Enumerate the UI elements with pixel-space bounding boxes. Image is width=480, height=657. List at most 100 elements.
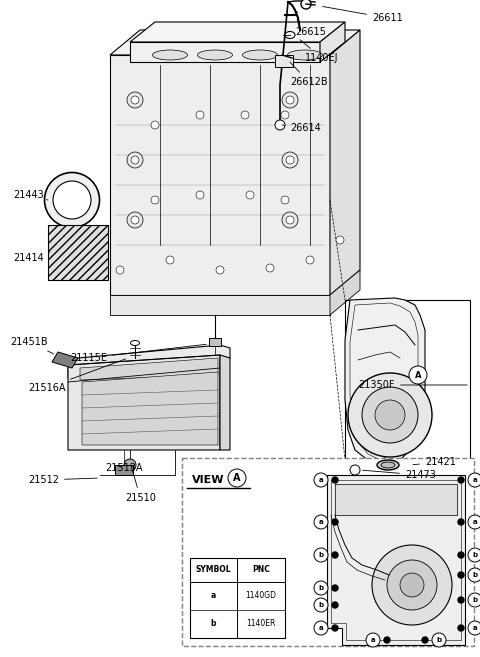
Circle shape xyxy=(350,465,360,475)
Circle shape xyxy=(432,633,446,647)
Polygon shape xyxy=(110,30,360,55)
Circle shape xyxy=(468,593,480,607)
Text: 21443: 21443 xyxy=(13,190,48,200)
Text: PNC: PNC xyxy=(252,566,270,574)
Circle shape xyxy=(286,96,294,104)
Circle shape xyxy=(196,111,204,119)
Polygon shape xyxy=(52,352,78,368)
Circle shape xyxy=(286,156,294,164)
Polygon shape xyxy=(80,358,218,380)
Circle shape xyxy=(332,552,338,558)
Text: b: b xyxy=(472,572,478,578)
Circle shape xyxy=(366,633,380,647)
Polygon shape xyxy=(110,295,330,315)
Text: 26614: 26614 xyxy=(282,123,321,133)
Circle shape xyxy=(314,548,328,562)
Circle shape xyxy=(314,621,328,635)
Text: 21421: 21421 xyxy=(413,457,456,467)
Bar xyxy=(209,338,221,346)
Circle shape xyxy=(362,387,418,443)
Bar xyxy=(190,558,285,638)
Text: a: a xyxy=(319,477,324,483)
Polygon shape xyxy=(320,22,345,62)
Circle shape xyxy=(124,459,136,471)
Text: 21414: 21414 xyxy=(13,252,50,263)
Polygon shape xyxy=(345,298,425,468)
Circle shape xyxy=(458,477,464,483)
Circle shape xyxy=(314,473,328,487)
Text: b: b xyxy=(318,585,324,591)
Ellipse shape xyxy=(153,50,188,60)
Bar xyxy=(275,55,293,67)
Polygon shape xyxy=(330,270,360,315)
Circle shape xyxy=(301,0,311,9)
Text: VIEW: VIEW xyxy=(192,475,225,485)
Text: b: b xyxy=(472,597,478,603)
Circle shape xyxy=(458,597,464,603)
Circle shape xyxy=(246,191,254,199)
Ellipse shape xyxy=(242,50,277,60)
Circle shape xyxy=(206,617,220,631)
Text: SYMBOL: SYMBOL xyxy=(195,566,231,574)
Text: 21516A: 21516A xyxy=(28,359,125,393)
Text: a: a xyxy=(473,477,477,483)
Polygon shape xyxy=(330,30,360,295)
Circle shape xyxy=(387,560,437,610)
Polygon shape xyxy=(68,345,230,382)
Circle shape xyxy=(348,373,432,457)
Circle shape xyxy=(332,585,338,591)
Text: a: a xyxy=(473,625,477,631)
Circle shape xyxy=(409,366,427,384)
Text: 21512: 21512 xyxy=(28,475,97,485)
Text: A: A xyxy=(415,371,421,380)
Text: 21350F: 21350F xyxy=(359,380,467,390)
Circle shape xyxy=(332,519,338,525)
Polygon shape xyxy=(130,22,345,42)
Text: a: a xyxy=(473,519,477,525)
Ellipse shape xyxy=(288,50,323,60)
Circle shape xyxy=(166,256,174,264)
Text: 1140ER: 1140ER xyxy=(246,620,276,629)
Text: 26615: 26615 xyxy=(295,20,326,37)
Circle shape xyxy=(314,581,328,595)
Bar xyxy=(182,458,474,646)
Circle shape xyxy=(286,216,294,224)
Circle shape xyxy=(131,96,139,104)
Circle shape xyxy=(127,92,143,108)
Circle shape xyxy=(314,598,328,612)
Circle shape xyxy=(241,111,249,119)
Circle shape xyxy=(458,552,464,558)
Ellipse shape xyxy=(197,50,232,60)
Circle shape xyxy=(282,92,298,108)
Circle shape xyxy=(458,572,464,578)
Polygon shape xyxy=(327,475,465,645)
Circle shape xyxy=(468,515,480,529)
Polygon shape xyxy=(130,42,320,62)
Circle shape xyxy=(196,191,204,199)
Circle shape xyxy=(116,266,124,274)
Circle shape xyxy=(228,469,246,487)
Text: 21473: 21473 xyxy=(363,470,436,480)
Bar xyxy=(48,225,108,280)
Ellipse shape xyxy=(131,340,140,346)
Text: b: b xyxy=(472,552,478,558)
Ellipse shape xyxy=(53,181,91,219)
Circle shape xyxy=(151,121,159,129)
Text: 26611: 26611 xyxy=(323,7,403,23)
Circle shape xyxy=(306,256,314,264)
Bar xyxy=(115,465,133,475)
Text: a: a xyxy=(319,625,324,631)
Circle shape xyxy=(400,573,424,597)
Circle shape xyxy=(384,637,390,643)
Circle shape xyxy=(468,568,480,582)
Circle shape xyxy=(422,637,428,643)
Text: a: a xyxy=(371,637,375,643)
Text: b: b xyxy=(436,637,442,643)
Circle shape xyxy=(458,519,464,525)
Circle shape xyxy=(375,400,405,430)
Text: 1140GD: 1140GD xyxy=(245,591,276,600)
Circle shape xyxy=(127,212,143,228)
Circle shape xyxy=(206,589,220,603)
Text: b: b xyxy=(318,602,324,608)
Ellipse shape xyxy=(285,32,295,39)
